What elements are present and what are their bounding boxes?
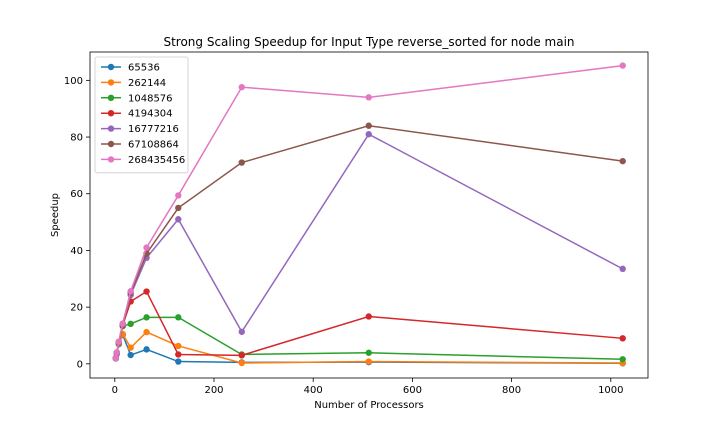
- data-point-65536: [175, 358, 182, 365]
- data-point-67108864: [175, 204, 182, 212]
- y-tick-label: 60: [70, 189, 83, 200]
- x-tick-label: 1000: [598, 385, 623, 396]
- legend-entry-label: 262144: [128, 78, 166, 89]
- series-line-268435456: [115, 64, 623, 359]
- data-point-268435456: [113, 349, 120, 356]
- data-point-268435456: [143, 244, 150, 251]
- data-point-1048576: [175, 314, 182, 321]
- y-tick-label: 100: [64, 76, 83, 87]
- data-point-262144: [175, 342, 182, 350]
- data-point-4194304: [238, 352, 245, 359]
- y-tick-label: 20: [70, 303, 83, 314]
- chart-title: Strong Scaling Speedup for Input Type re…: [163, 35, 574, 49]
- data-point-268435456: [127, 288, 134, 295]
- legend-entry-label: 16777216: [128, 124, 179, 135]
- legend-entry-label: 65536: [128, 63, 160, 74]
- data-point-4194304: [619, 335, 626, 342]
- data-point-16777216: [238, 328, 245, 335]
- data-point-262144: [365, 358, 372, 365]
- data-point-65536: [143, 346, 150, 353]
- data-point-16777216: [175, 216, 182, 223]
- legend-swatch-marker: [107, 156, 115, 163]
- legend-swatch-marker: [107, 63, 115, 71]
- legend-swatch-marker: [107, 94, 115, 102]
- data-point-268435456: [112, 354, 119, 362]
- x-tick-label: 800: [502, 385, 521, 396]
- data-point-1048576: [127, 320, 134, 328]
- data-point-268435456: [115, 338, 122, 345]
- legend-swatch-marker: [107, 140, 115, 148]
- x-tick-label: 400: [304, 385, 323, 396]
- legend-entry-label: 1048576: [128, 93, 173, 104]
- data-point-1048576: [143, 314, 150, 321]
- legend-swatch-marker: [107, 125, 115, 132]
- data-point-4194304: [175, 351, 182, 358]
- series-line-262144: [115, 331, 623, 364]
- data-point-65536: [127, 351, 134, 359]
- legend-swatch-marker: [107, 79, 115, 86]
- data-point-67108864: [238, 159, 245, 166]
- x-tick-label: 600: [403, 385, 422, 396]
- data-point-1048576: [365, 349, 372, 356]
- legend-entry-label: 67108864: [128, 140, 179, 151]
- y-tick-label: 40: [70, 246, 83, 257]
- x-axis-label: Number of Processors: [314, 400, 424, 411]
- data-point-4194304: [365, 313, 372, 320]
- legend-entry-label: 4194304: [128, 109, 173, 120]
- data-point-67108864: [619, 157, 626, 165]
- data-point-262144: [127, 344, 134, 351]
- x-tick-label: 0: [112, 385, 118, 396]
- x-tick-label: 200: [204, 385, 223, 396]
- data-point-16777216: [619, 265, 626, 273]
- data-point-268435456: [119, 320, 126, 327]
- legend-entry-label: 268435456: [128, 155, 185, 166]
- data-point-16777216: [365, 131, 372, 138]
- data-point-4194304: [143, 288, 150, 295]
- data-point-268435456: [365, 94, 372, 101]
- data-point-67108864: [365, 122, 372, 129]
- data-point-268435456: [238, 83, 245, 91]
- data-point-262144: [143, 328, 150, 336]
- plot-frame: [89, 51, 649, 379]
- data-point-1048576: [619, 356, 626, 363]
- y-axis-label: Speedup: [50, 193, 61, 237]
- data-point-268435456: [619, 62, 626, 69]
- y-tick-label: 80: [70, 133, 83, 144]
- y-tick-label: 0: [77, 359, 83, 370]
- data-point-268435456: [175, 192, 182, 199]
- legend: 65536 262144 1048576 4194304 16777216 6710886…: [94, 56, 189, 174]
- data-point-262144: [238, 359, 245, 367]
- legend-swatch-marker: [107, 110, 115, 117]
